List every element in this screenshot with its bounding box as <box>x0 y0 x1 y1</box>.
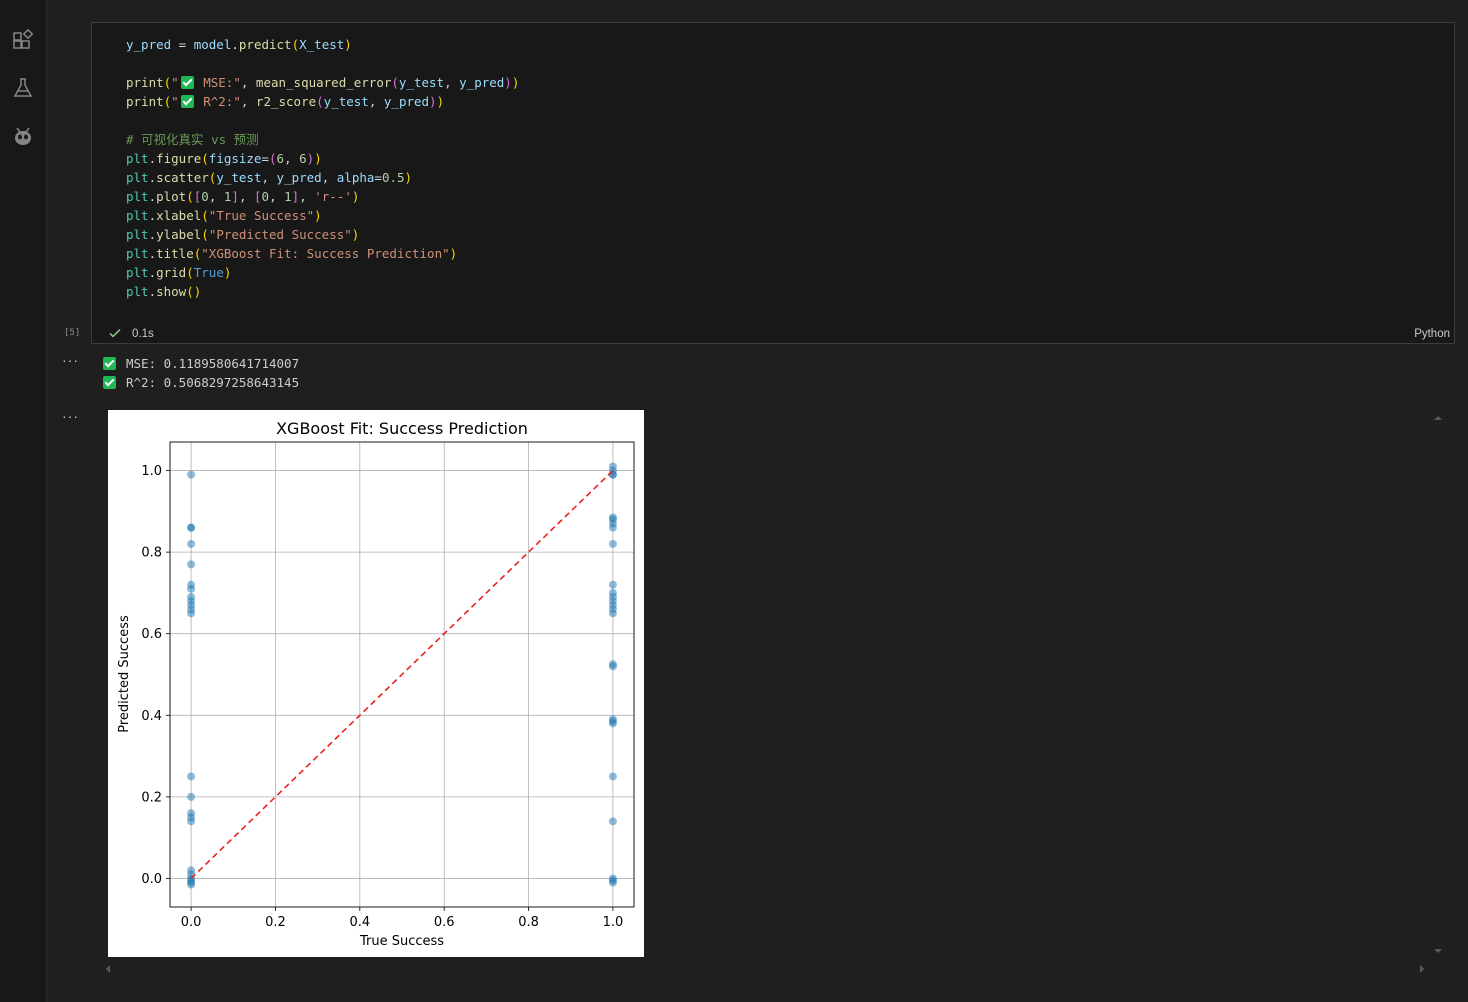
code-line <box>126 54 519 73</box>
scatter-point <box>608 609 617 618</box>
chart-title: XGBoost Fit: Success Prediction <box>276 419 528 438</box>
mse-output: MSE: 0.1189580641714007 <box>126 356 300 371</box>
check-emoji-icon <box>180 76 194 89</box>
code-line: plt.title("XGBoost Fit: Success Predicti… <box>126 246 458 261</box>
check-emoji-icon <box>103 357 116 370</box>
code-cell[interactable]: y_pred = model.predict(X_test) print(" MS… <box>91 22 1455 344</box>
y-tick-label: 0.0 <box>141 872 162 887</box>
output-text-line: MSE: 0.1189580641714007 <box>103 354 299 373</box>
y-tick-label: 0.8 <box>141 546 162 561</box>
code-line: plt.figure(figsize=(6, 6)) <box>126 151 322 166</box>
scatter-point <box>608 523 617 532</box>
scatter-point <box>608 580 617 589</box>
success-check-icon <box>108 326 122 340</box>
scatter-point <box>187 880 196 889</box>
scatter-point <box>608 539 617 548</box>
execution-count: [5] <box>64 328 81 338</box>
scatter-point <box>187 772 196 781</box>
alien-icon[interactable] <box>11 124 35 148</box>
x-tick-label: 0.0 <box>181 915 202 930</box>
code-line <box>126 111 519 130</box>
output-more-button[interactable]: ··· <box>62 408 79 424</box>
extensions-icon[interactable] <box>11 28 35 52</box>
scatter-point <box>608 878 617 887</box>
scroll-left-arrow[interactable] <box>106 965 110 973</box>
scatter-point <box>187 584 196 593</box>
code-line: plt.plot([0, 1], [0, 1], 'r--') <box>126 189 360 204</box>
r2-output: R^2: 0.5068297258643145 <box>126 375 300 390</box>
code-line: plt.grid(True) <box>126 265 232 280</box>
code-line: y_pred = model.predict(X_test) <box>126 37 352 52</box>
scatter-point <box>187 470 196 479</box>
chart-svg: XGBoost Fit: Success Prediction True Suc… <box>117 419 635 949</box>
scatter-point <box>187 539 196 548</box>
x-tick-label: 0.6 <box>434 915 455 930</box>
scatter-point <box>187 560 196 569</box>
output-text-line: R^2: 0.5068297258643145 <box>103 373 299 392</box>
scroll-down-arrow[interactable] <box>1434 949 1442 953</box>
code-line: # 可视化真实 vs 预测 <box>126 132 259 147</box>
scatter-point <box>608 662 617 671</box>
scatter-plot: XGBoost Fit: Success Prediction True Suc… <box>108 410 644 957</box>
x-tick-label: 0.8 <box>518 915 539 930</box>
language-label[interactable]: Python <box>1414 328 1450 340</box>
activity-bar <box>0 0 47 1002</box>
x-tick-label: 0.4 <box>349 915 370 930</box>
code-line: print(" R^2:", r2_score(y_test, y_pred)) <box>126 94 445 109</box>
scatter-point <box>608 470 617 479</box>
y-tick-label: 0.2 <box>141 790 162 805</box>
flask-icon[interactable] <box>11 76 35 100</box>
y-tick-label: 0.4 <box>141 709 162 724</box>
scroll-right-arrow[interactable] <box>1420 965 1424 973</box>
check-emoji-icon <box>103 376 116 389</box>
x-axis-label: True Success <box>359 934 444 949</box>
y-tick-label: 1.0 <box>141 464 162 479</box>
code-line: plt.xlabel("True Success") <box>126 208 322 223</box>
execution-time: 0.1s <box>132 328 154 340</box>
scatter-point <box>187 792 196 801</box>
check-emoji-icon <box>180 95 194 108</box>
code-line: plt.show() <box>126 284 202 299</box>
scroll-up-arrow[interactable] <box>1434 416 1442 420</box>
reference-line <box>190 469 614 880</box>
x-tick-label: 0.2 <box>265 915 286 930</box>
scatter-point <box>187 523 196 532</box>
scatter-point <box>608 719 617 728</box>
code-editor[interactable]: y_pred = model.predict(X_test) print(" MS… <box>126 35 519 301</box>
scatter-point <box>608 772 617 781</box>
output-more-button[interactable]: ··· <box>62 352 79 368</box>
code-line: print(" MSE:", mean_squared_error(y_test… <box>126 75 520 90</box>
scatter-point <box>187 609 196 618</box>
scatter-point <box>608 817 617 826</box>
y-axis-label: Predicted Success <box>117 615 132 733</box>
code-line: plt.ylabel("Predicted Success") <box>126 227 360 242</box>
axes-frame <box>169 441 635 908</box>
scatter-point <box>187 817 196 826</box>
code-line: plt.scatter(y_test, y_pred, alpha=0.5) <box>126 170 413 185</box>
y-tick-label: 0.6 <box>141 627 162 642</box>
x-tick-label: 1.0 <box>603 915 624 930</box>
